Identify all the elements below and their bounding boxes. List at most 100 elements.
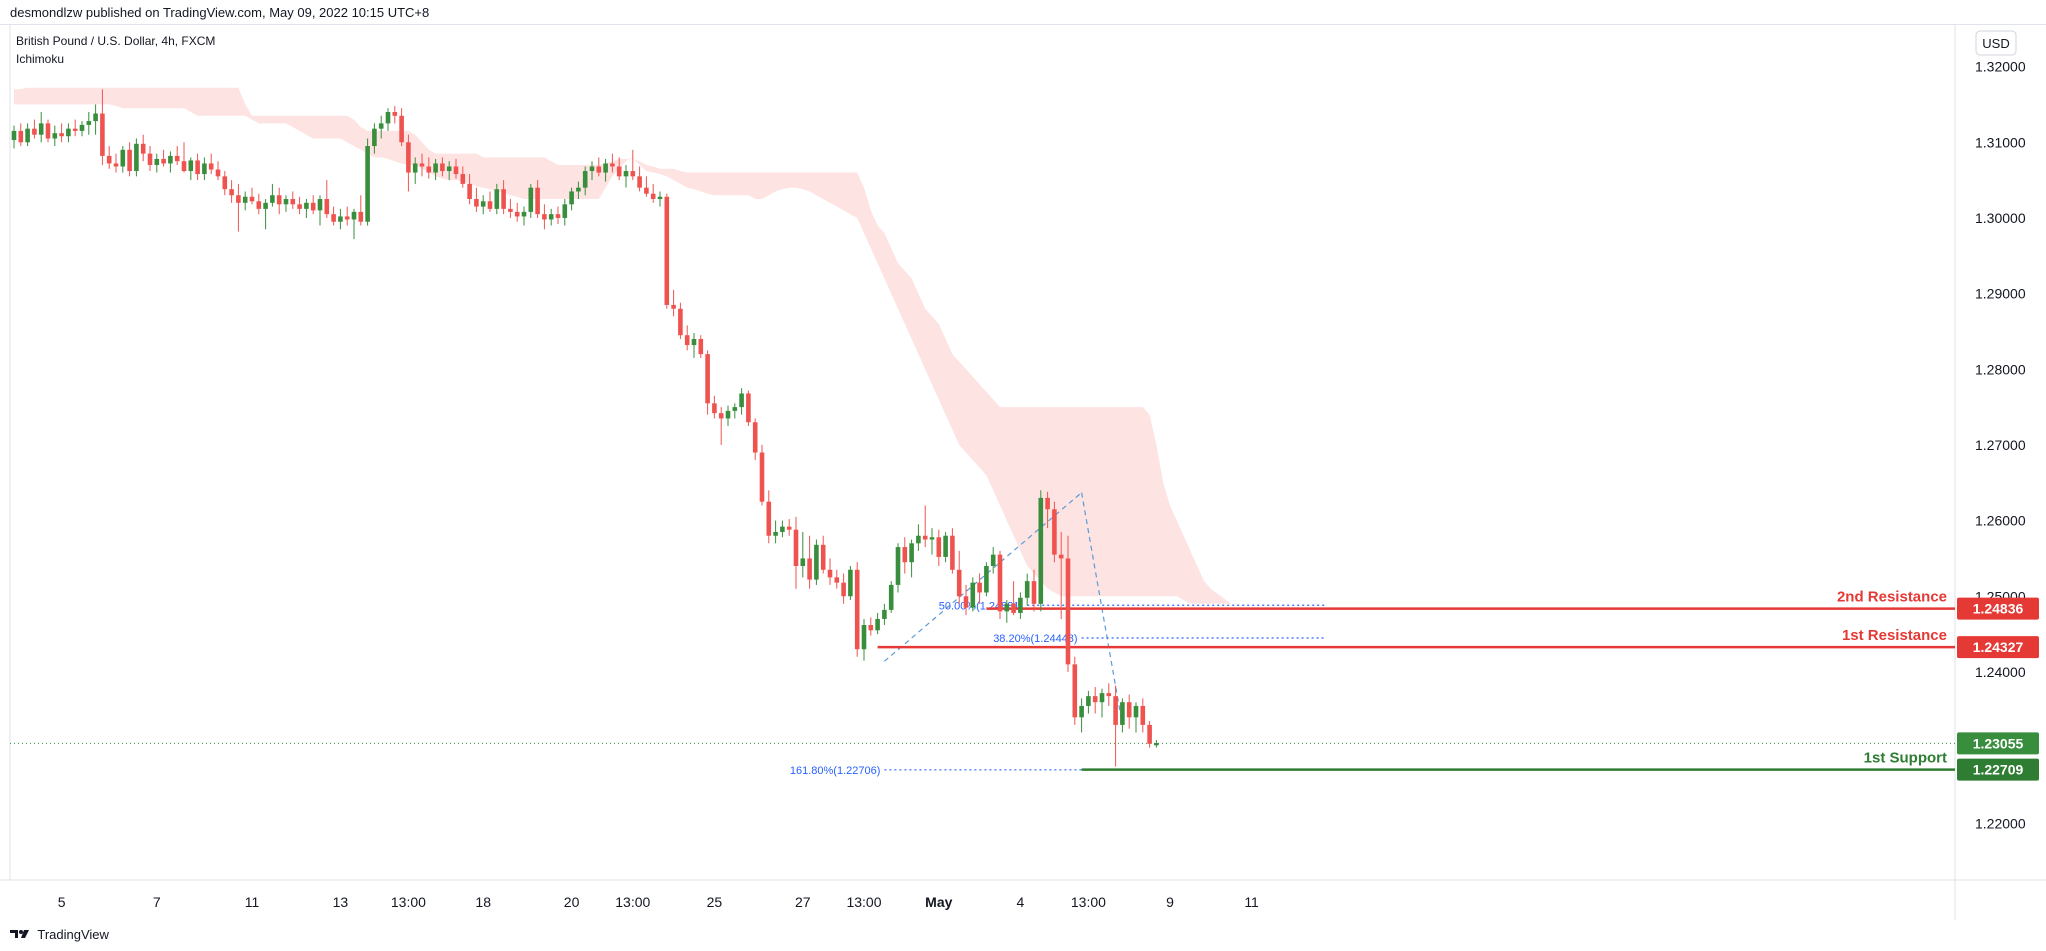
candle-body [1065, 558, 1071, 665]
currency-button-box[interactable] [1975, 30, 2017, 56]
price-badge[interactable] [1957, 732, 2039, 755]
price-tick-label: 1.28000 [1975, 361, 2026, 377]
time-tick-label: 13:00 [846, 894, 881, 910]
candle-body [426, 166, 432, 173]
candle-body [222, 176, 228, 190]
candle [1113, 685, 1118, 767]
candle [854, 562, 860, 657]
candle-body [664, 196, 670, 305]
price-tick-label: 1.26000 [1975, 513, 2026, 529]
candle [562, 199, 568, 226]
candle [1004, 600, 1010, 623]
candle [474, 187, 479, 212]
candle-body [344, 216, 350, 220]
price-chart[interactable]: 38.20%(1.24448) 161.80%(1.22706) 50.00%(1.… [0, 25, 2046, 920]
candle-body [596, 166, 602, 173]
currency-label[interactable]: USD [1982, 36, 2009, 51]
candle-body [154, 158, 160, 165]
candle-body [548, 214, 554, 220]
candle-body [1052, 509, 1057, 555]
candle [576, 181, 581, 200]
currency-button[interactable]: USD [1975, 30, 2017, 56]
candle-body [514, 211, 520, 217]
candle-body [256, 201, 262, 209]
symbol-title: British Pound / U.S. Dollar, 4h, FXCM [16, 34, 215, 48]
candle-body [977, 582, 982, 593]
candle-body [168, 155, 173, 164]
candle-body [446, 166, 452, 172]
candle-body [875, 618, 880, 631]
candle-body [297, 204, 302, 209]
candle [215, 161, 221, 181]
candle [548, 208, 554, 226]
candle [195, 153, 200, 181]
candle-body [1140, 705, 1146, 725]
candle-body [480, 201, 486, 207]
candle-body [467, 183, 472, 200]
candle-body [582, 171, 588, 188]
candle-body [814, 544, 819, 580]
candle [970, 577, 976, 612]
candle [45, 119, 51, 143]
time-axis[interactable]: 5 7 11 13 13:00 18 20 13:00 25 27 13:00 May 4 13:00 9 1… [58, 894, 1259, 910]
candle [487, 191, 493, 212]
candle [338, 208, 343, 230]
candle-body [718, 413, 724, 419]
candle [759, 444, 765, 506]
price-badge[interactable] [1957, 636, 2039, 659]
candle-body [392, 112, 398, 116]
candle-body [399, 115, 404, 143]
candle [950, 528, 955, 574]
time-tick-label: May [925, 894, 952, 910]
candle [861, 618, 867, 661]
candle [657, 191, 663, 207]
candle-body [841, 582, 846, 597]
candle-body [86, 121, 92, 125]
candle-body [902, 547, 908, 563]
candle [1065, 535, 1071, 672]
candle [725, 405, 731, 427]
level-name-2: 1st Support [1864, 750, 1947, 767]
candle-body [576, 187, 581, 192]
candle-body [310, 202, 316, 211]
candle-body [1113, 696, 1118, 725]
price-axis[interactable]: 1.32000 1.31000 1.30000 1.29000 1.28000 1.270… [1957, 59, 2039, 832]
candle [582, 166, 588, 196]
time-tick-label: 9 [1166, 894, 1174, 910]
candle-body [18, 130, 24, 143]
candle [127, 142, 132, 177]
candle [990, 547, 996, 574]
candle-body [433, 163, 438, 173]
candle [59, 123, 64, 143]
candle-body [970, 582, 976, 608]
candle-body [555, 214, 561, 218]
candle-body [752, 422, 758, 453]
kumo-area [14, 87, 1232, 604]
candle-body [1099, 693, 1105, 703]
candle-body [242, 196, 248, 203]
candle-body [440, 163, 445, 172]
time-tick-label: 27 [795, 894, 811, 910]
candle-body [188, 160, 194, 172]
fib-trend-line-0[interactable] [884, 492, 1082, 662]
candle [868, 617, 874, 636]
price-badge[interactable] [1957, 597, 2039, 620]
candle [841, 573, 846, 604]
candles [11, 89, 1159, 767]
sr-levels[interactable]: 2nd Resistance 1st Resistance 1st Support [877, 589, 1955, 771]
candle [589, 161, 595, 181]
candle-body [943, 535, 948, 557]
price-tick-label: 1.29000 [1975, 286, 2026, 302]
price-badge[interactable] [1957, 758, 2039, 781]
candle-body [786, 526, 792, 530]
candle [963, 584, 969, 616]
candle-body [174, 155, 180, 162]
candle [188, 157, 194, 181]
candle-body [746, 393, 751, 423]
candle-body [963, 596, 969, 608]
candle-body [1120, 702, 1125, 725]
candle [140, 134, 146, 162]
candle [1072, 656, 1078, 725]
candle [610, 153, 615, 173]
candle [453, 158, 459, 179]
